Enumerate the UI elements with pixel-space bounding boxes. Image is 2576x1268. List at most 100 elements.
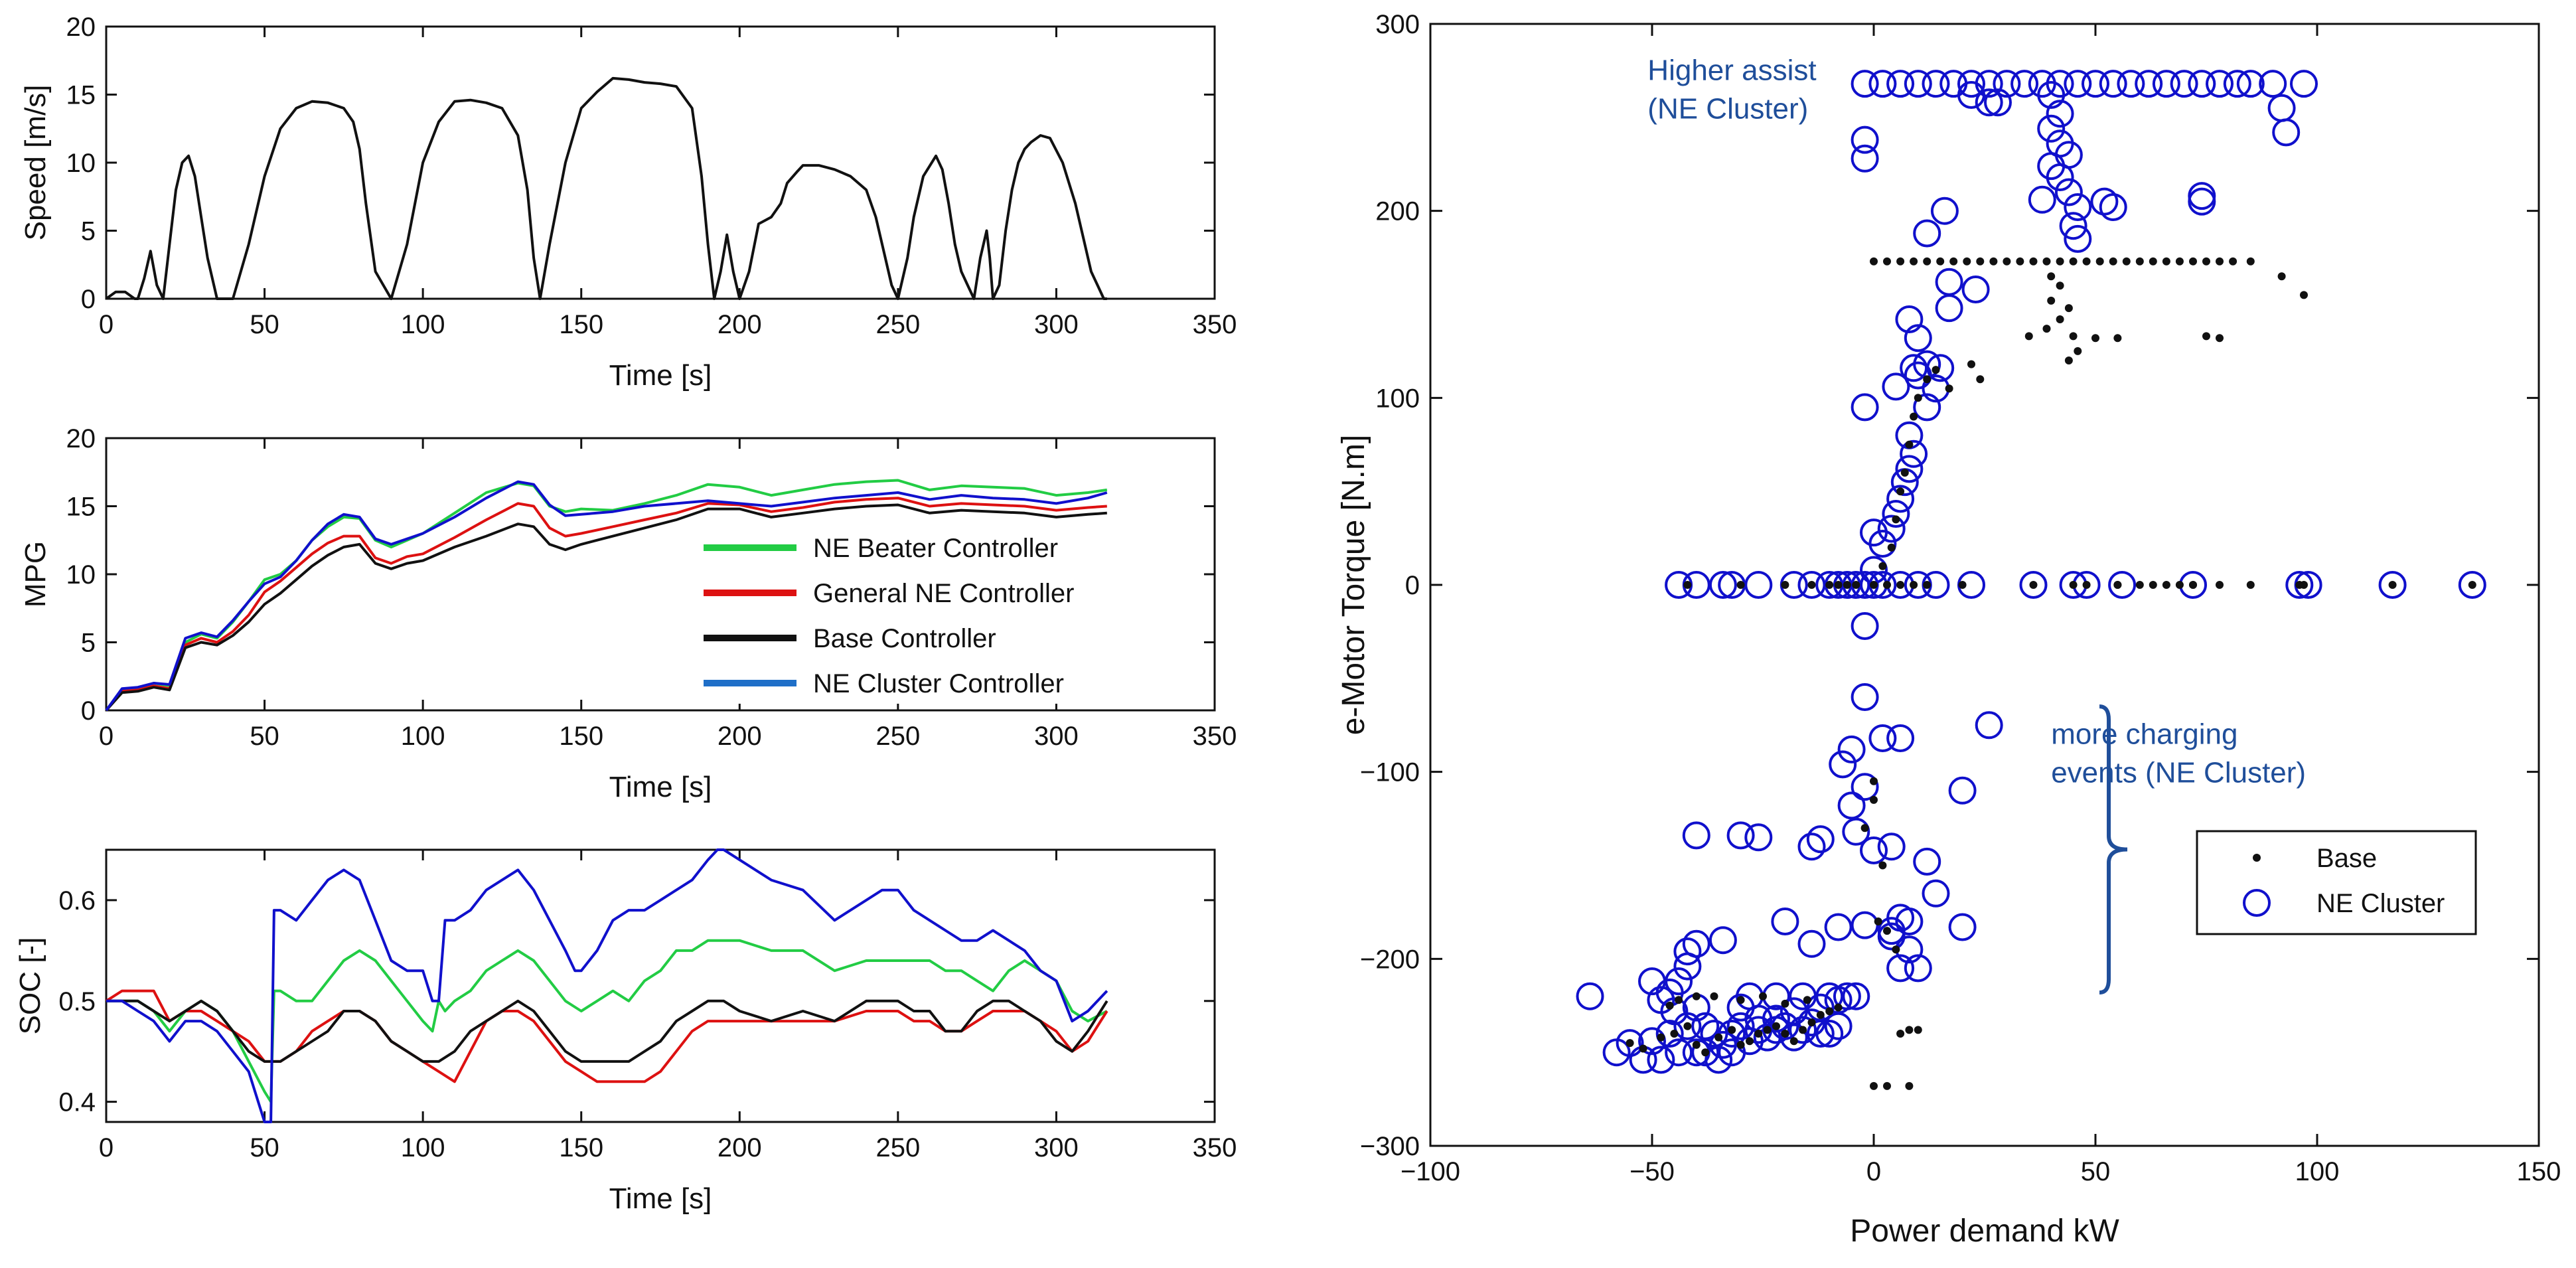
mpg-ytick-label: 20 [66,424,96,453]
ne-cluster-point [1824,913,1853,941]
base-point [2468,581,2476,589]
ne-cluster-point [2099,70,2127,98]
ne-cluster-point [2272,118,2301,147]
ne-cluster-point [1913,219,1941,248]
base-point [1910,581,1918,589]
base-point [1936,257,1945,266]
ne-cluster-point [1895,908,1924,935]
mpg-series-ne-cluster-controller [105,480,1108,712]
base-point [1746,1037,1754,1046]
base-point [2029,581,2038,589]
ne-cluster-point [1913,847,1941,876]
base-point [1683,1022,1692,1030]
ne-cluster-point [1993,70,2021,98]
base-point [1923,257,1932,266]
base-point [1883,581,1891,589]
ne-cluster-point [1726,1012,1755,1040]
base-point [1914,1026,1922,1034]
base-point [1870,777,1878,785]
base-point [1883,1081,1891,1090]
ne-cluster-point [1726,821,1755,850]
base-point [2069,332,2078,341]
base-point [2149,257,2157,266]
soc-ylabel: SOC [-] [14,937,46,1035]
ne-cluster-point [2037,114,2066,143]
base-point [2069,581,2078,589]
base-point [1852,581,1860,589]
base-point [1878,861,1887,870]
base-point [1905,1081,1914,1090]
ne-cluster-point [2135,70,2163,98]
ne-cluster-point [1851,393,1879,422]
soc-series-ne-beater-controller [106,939,1108,1103]
base-point [1874,917,1882,925]
base-point [2082,581,2091,589]
ne-cluster-point [1797,571,1826,599]
legend-label-ne-beater: NE Beater Controller [813,534,1058,563]
base-point [1896,581,1905,589]
ne-cluster-point [1882,500,1910,528]
base-point [2016,257,2024,266]
base-point [1763,1026,1772,1034]
ne-cluster-point [1922,70,1950,98]
ne-cluster-point [2290,70,2318,98]
base-point [1989,257,1998,266]
soc-xlabel: Time [s] [609,1182,712,1215]
ne-cluster-point [2019,571,2048,599]
ne-cluster-point [1647,1046,1675,1074]
ne-cluster-point [1904,70,1932,98]
ne-cluster-point [1868,724,1897,752]
base-point [1825,581,1834,589]
speed-xtick-label: 200 [718,310,762,339]
torque-legend: Base NE Cluster [2196,830,2477,935]
base-point [2135,257,2144,266]
speed-xtick-label: 150 [559,310,603,339]
base-point [1626,1039,1634,1048]
ne-cluster-point [1886,485,1915,513]
base-point [1883,927,1891,935]
ne-cluster-point [1895,455,1924,483]
base-point [2047,272,2056,281]
ne-cluster-point [2236,70,2265,98]
torque-xtick-label: 50 [2081,1157,2111,1186]
annotation-1-line-1: events (NE Cluster) [2051,756,2306,789]
base-point [1781,1030,1789,1038]
base-point [1896,257,1905,266]
ne-cluster-point [1948,913,1977,941]
base-point [1963,257,1971,266]
soc-xtick-label: 0 [99,1133,114,1162]
base-point [2300,291,2308,299]
ne-cluster-point [1961,276,1990,303]
ne-cluster-point [1780,997,1808,1026]
torque-xtick-label: −100 [1401,1157,1460,1186]
base-point [1834,1003,1843,1012]
base-point [1807,1018,1816,1027]
mpg-xtick-label: 200 [718,722,762,751]
base-point [1781,581,1789,589]
ne-cluster-point [1789,1016,1817,1044]
ne-cluster-point [2170,70,2198,98]
mpg-series-base-controller [105,503,1107,712]
ne-cluster-point [1842,982,1870,1010]
soc-axes-frame [105,848,1216,1123]
base-point [1905,1026,1914,1034]
speed-xtick-label: 250 [875,310,920,339]
torque-legend-box [2196,830,2477,935]
ne-cluster-point [1900,439,1928,468]
ne-cluster-point [1868,530,1897,558]
ne-cluster-point [1842,817,1870,846]
base-point [1870,795,1878,804]
annotation-0-line-1: (NE Cluster) [1647,93,1808,125]
base-point [1834,581,1843,589]
torque-ytick-label: −300 [1360,1132,1420,1161]
ne-cluster-point [1904,324,1932,353]
ne-cluster-point [1824,986,1853,1014]
base-point [1923,581,1932,589]
base-point [1914,394,1922,402]
ne-cluster-point [1930,197,1959,225]
ne-cluster-point [2259,70,2287,98]
ne-cluster-point [1797,929,1826,958]
ne-cluster-point [1877,515,1906,543]
torque-ytick-label: 100 [1375,384,1420,413]
